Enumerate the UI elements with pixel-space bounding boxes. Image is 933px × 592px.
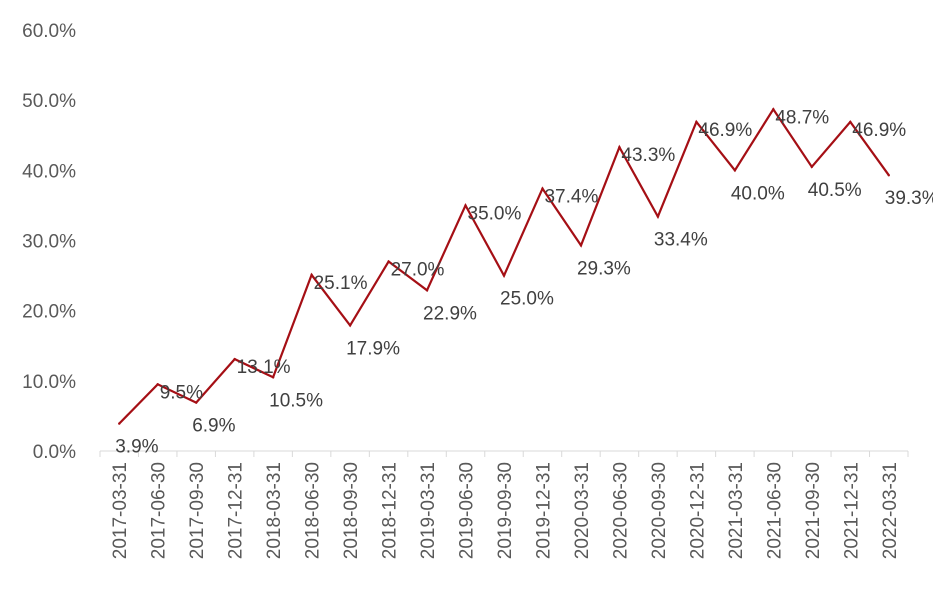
data-label: 25.0% bbox=[500, 289, 554, 310]
x-tick-label: 2018-09-30 bbox=[341, 462, 362, 559]
data-label: 10.5% bbox=[269, 390, 323, 411]
x-tick-label: 2021-03-31 bbox=[726, 462, 747, 559]
x-tick-label: 2020-12-31 bbox=[687, 462, 708, 559]
data-label: 48.7% bbox=[775, 107, 829, 128]
data-label: 35.0% bbox=[468, 203, 522, 224]
x-tick-label: 2019-06-30 bbox=[457, 462, 478, 559]
data-label: 40.0% bbox=[731, 183, 785, 204]
data-point bbox=[271, 376, 275, 379]
data-label: 25.1% bbox=[314, 273, 368, 294]
data-label: 17.9% bbox=[346, 338, 400, 359]
series-line bbox=[118, 107, 890, 425]
data-label: 37.4% bbox=[544, 187, 598, 208]
y-tick-label: 10.0% bbox=[22, 372, 76, 393]
data-point bbox=[695, 120, 698, 124]
data-point bbox=[656, 215, 660, 218]
data-label: 22.9% bbox=[423, 303, 477, 324]
x-tick-label: 2017-03-31 bbox=[110, 462, 131, 559]
data-label: 43.3% bbox=[621, 145, 675, 166]
x-tick-label: 2017-09-30 bbox=[187, 462, 208, 559]
data-label: 29.3% bbox=[577, 258, 631, 279]
y-tick-label: 0.0% bbox=[33, 442, 76, 463]
y-tick-label: 50.0% bbox=[22, 91, 76, 112]
x-tick-label: 2018-03-31 bbox=[264, 462, 285, 559]
data-point bbox=[310, 273, 313, 277]
data-point bbox=[733, 169, 737, 172]
data-label: 46.9% bbox=[852, 120, 906, 141]
data-labels: 3.9% 9.5% 6.9% 13.1% 10.5% 25.1% 17.9% 27.0% 22.… bbox=[115, 107, 933, 457]
data-point bbox=[194, 401, 198, 404]
data-point bbox=[425, 289, 429, 292]
data-point bbox=[156, 383, 159, 386]
data-point bbox=[849, 120, 852, 124]
x-axis: 2017-03-31 2017-06-30 2017-09-30 2017-12-31… bbox=[99, 451, 909, 559]
x-tick-label: 2019-03-31 bbox=[418, 462, 439, 559]
data-point bbox=[464, 204, 467, 207]
x-tick-label: 2022-03-31 bbox=[880, 462, 901, 559]
x-tick-label: 2020-09-30 bbox=[649, 462, 670, 559]
x-tick-label: 2020-06-30 bbox=[610, 462, 631, 559]
y-tick-label: 40.0% bbox=[22, 161, 76, 182]
x-tick-label: 2018-12-31 bbox=[380, 462, 401, 559]
x-tick-label: 2019-09-30 bbox=[495, 462, 516, 559]
data-point bbox=[618, 145, 621, 149]
y-axis: 0.0% 10.0% 20.0% 30.0% 40.0% 50.0% 60.0% bbox=[22, 21, 76, 463]
data-label: 40.5% bbox=[808, 180, 862, 201]
data-label: 46.9% bbox=[698, 120, 752, 141]
data-point bbox=[387, 260, 390, 263]
x-tick-label: 2021-09-30 bbox=[803, 462, 824, 559]
y-tick-label: 60.0% bbox=[22, 21, 76, 42]
data-label: 33.4% bbox=[654, 230, 708, 251]
x-tick-label: 2017-12-31 bbox=[226, 462, 247, 559]
x-tick-label: 2021-12-31 bbox=[841, 462, 862, 559]
y-tick-label: 20.0% bbox=[22, 302, 76, 323]
data-point bbox=[502, 274, 506, 277]
y-tick-label: 30.0% bbox=[22, 232, 76, 253]
data-label: 13.1% bbox=[237, 357, 291, 378]
x-tick-label: 2020-03-31 bbox=[572, 462, 593, 559]
data-point bbox=[772, 108, 775, 111]
data-points bbox=[118, 108, 890, 425]
data-label: 6.9% bbox=[192, 416, 235, 437]
data-point bbox=[810, 165, 814, 169]
data-point bbox=[348, 324, 352, 327]
data-point bbox=[887, 174, 890, 177]
x-tick-label: 2019-12-31 bbox=[533, 462, 554, 559]
data-point bbox=[118, 422, 121, 425]
data-point bbox=[233, 357, 236, 361]
data-label: 39.3% bbox=[885, 188, 933, 209]
data-point bbox=[541, 187, 544, 190]
x-tick-label: 2017-06-30 bbox=[149, 462, 170, 559]
x-tick-label: 2018-06-30 bbox=[303, 462, 324, 559]
data-point bbox=[579, 244, 583, 247]
data-label: 27.0% bbox=[391, 260, 445, 281]
x-tick-label: 2021-06-30 bbox=[764, 462, 785, 559]
data-label: 9.5% bbox=[160, 382, 203, 403]
data-label: 3.9% bbox=[115, 437, 158, 458]
